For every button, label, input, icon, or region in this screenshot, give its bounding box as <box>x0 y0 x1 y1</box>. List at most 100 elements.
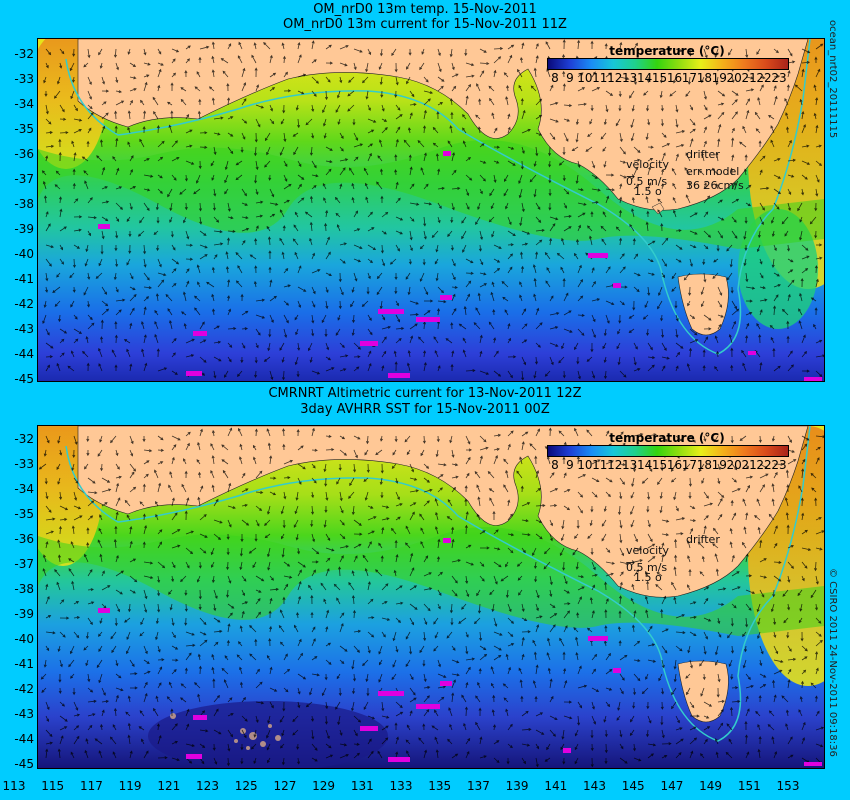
current-arrow <box>590 211 594 218</box>
current-arrow <box>409 244 413 252</box>
current-arrow <box>714 48 719 58</box>
current-arrow <box>115 62 120 71</box>
colorbar-tick: 18 <box>696 71 712 85</box>
current-arrow <box>661 659 665 669</box>
current-arrow <box>311 40 315 50</box>
current-arrow <box>535 743 540 750</box>
current-arrow <box>293 146 299 156</box>
current-arrow <box>756 323 761 330</box>
current-arrow <box>419 645 425 654</box>
current-arrow <box>785 709 789 717</box>
current-arrow <box>436 308 440 316</box>
current-arrow <box>647 625 653 633</box>
current-arrow <box>563 202 567 209</box>
current-arrow <box>367 516 377 521</box>
current-arrow <box>325 557 331 563</box>
current-arrow <box>367 143 374 148</box>
current-arrow <box>224 174 229 184</box>
current-arrow <box>798 320 803 330</box>
current-arrow <box>325 533 331 542</box>
current-arrow <box>729 706 734 717</box>
current-arrow <box>198 160 202 170</box>
map-panel-model[interactable] <box>37 38 825 382</box>
current-arrow <box>644 300 649 309</box>
current-arrow <box>367 129 375 134</box>
current-arrow <box>519 281 523 288</box>
current-arrow <box>465 561 474 566</box>
current-arrow <box>675 517 686 521</box>
current-arrow <box>572 547 579 556</box>
current-arrow <box>754 111 761 120</box>
current-arrow <box>394 169 398 176</box>
current-arrow <box>756 498 761 507</box>
current-arrow <box>491 603 495 613</box>
current-arrow <box>296 612 300 619</box>
current-arrow <box>589 596 593 605</box>
current-arrow <box>353 532 363 536</box>
current-arrow <box>349 477 355 487</box>
x-tick-label: 143 <box>583 779 606 793</box>
current-arrow <box>605 430 610 437</box>
current-arrow <box>647 556 656 563</box>
current-arrow <box>689 230 698 235</box>
current-arrow <box>73 198 79 204</box>
current-arrow <box>591 610 595 619</box>
current-arrow <box>157 575 161 584</box>
current-arrow <box>549 356 554 366</box>
current-arrow <box>493 145 501 149</box>
current-arrow <box>179 188 187 195</box>
current-arrow <box>647 433 657 437</box>
map-panel-satellite[interactable] <box>37 425 825 769</box>
y-tick-label: -44 <box>14 347 34 361</box>
current-arrow <box>451 575 458 584</box>
current-arrow <box>129 293 137 302</box>
current-arrow <box>336 597 341 605</box>
current-arrow <box>521 146 525 154</box>
current-arrow <box>801 512 805 521</box>
x-tick-label: 113 <box>2 779 26 793</box>
current-arrow <box>700 753 705 759</box>
x-tick-label: 119 <box>118 779 142 793</box>
current-arrow <box>465 511 469 521</box>
colorbar-tick: 8 <box>551 71 559 85</box>
current-arrow <box>199 729 209 733</box>
current-arrow <box>264 132 271 142</box>
current-arrow <box>432 126 439 134</box>
colorbar-tick: 8 <box>551 458 559 472</box>
current-arrow <box>744 216 748 224</box>
current-arrow <box>701 76 705 84</box>
current-arrow <box>307 342 313 352</box>
current-arrow <box>199 321 205 330</box>
current-arrow <box>787 174 795 178</box>
current-arrow <box>759 309 763 316</box>
current-arrow <box>351 328 355 336</box>
current-arrow <box>157 666 163 675</box>
current-arrow <box>297 701 301 709</box>
current-arrow <box>45 355 54 359</box>
current-arrow <box>395 701 403 709</box>
current-arrow <box>787 48 793 57</box>
current-arrow <box>544 251 551 260</box>
current-arrow <box>293 224 299 232</box>
current-arrow <box>745 272 749 283</box>
current-arrow <box>115 258 119 268</box>
current-arrow <box>787 435 792 443</box>
y-tick-label: -34 <box>14 97 34 111</box>
current-arrow <box>745 311 753 316</box>
current-arrow <box>376 272 383 280</box>
current-arrow <box>685 90 691 97</box>
current-arrow <box>771 498 775 507</box>
current-arrow <box>59 244 63 251</box>
y-tick-label: -33 <box>14 457 34 471</box>
current-arrow <box>141 348 145 358</box>
current-arrow <box>703 738 708 745</box>
current-arrow <box>661 365 666 372</box>
current-arrow <box>381 505 390 509</box>
current-arrow <box>787 70 791 78</box>
current-arrow <box>311 673 320 677</box>
current-arrow <box>379 435 383 442</box>
current-arrow <box>479 334 483 344</box>
current-arrow <box>535 589 540 599</box>
current-arrow <box>605 266 611 274</box>
current-arrow <box>787 459 797 465</box>
